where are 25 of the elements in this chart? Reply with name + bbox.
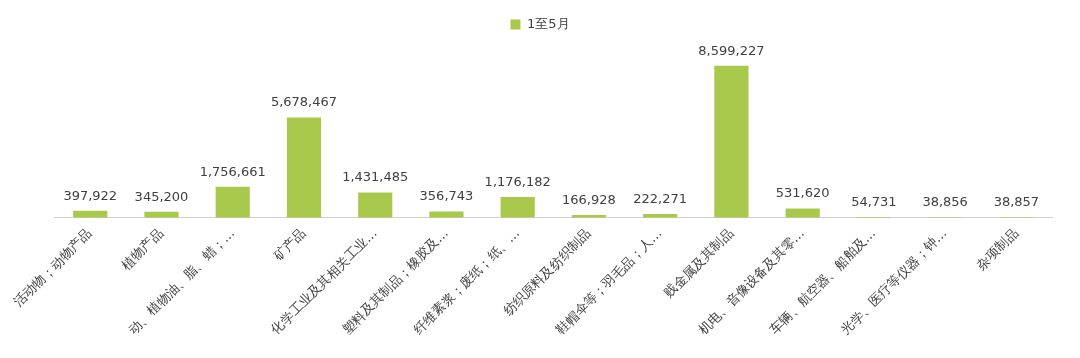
x-tick-label: 活动物；动物产品: [10, 225, 95, 310]
data-label: 1,176,182: [484, 173, 551, 189]
x-tick-label: 植物产品: [118, 225, 166, 273]
x-tick-label: 矿产品: [269, 225, 309, 265]
x-tick-label: 杂项制品: [973, 225, 1021, 273]
data-label: 345,200: [134, 188, 189, 204]
data-label: 166,928: [562, 191, 616, 207]
bar: [785, 208, 820, 218]
data-label: 8,599,227: [698, 42, 765, 58]
bar: [358, 192, 393, 218]
bar: [286, 117, 322, 218]
data-label: 222,271: [633, 190, 688, 206]
data-label: 38,856: [922, 194, 968, 210]
data-label: 1,756,661: [199, 163, 266, 179]
bar: [215, 186, 250, 218]
data-label: 1,431,485: [342, 169, 409, 185]
data-label: 54,731: [851, 193, 897, 209]
data-label: 356,743: [419, 188, 474, 204]
bar: [714, 65, 749, 218]
data-label: 531,620: [775, 185, 830, 201]
data-label: 38,857: [993, 194, 1040, 210]
data-label: 5,678,467: [270, 94, 338, 110]
bar: [500, 197, 535, 218]
legend-label: 1至5月: [526, 15, 570, 31]
data-label: 397,922: [63, 187, 118, 203]
